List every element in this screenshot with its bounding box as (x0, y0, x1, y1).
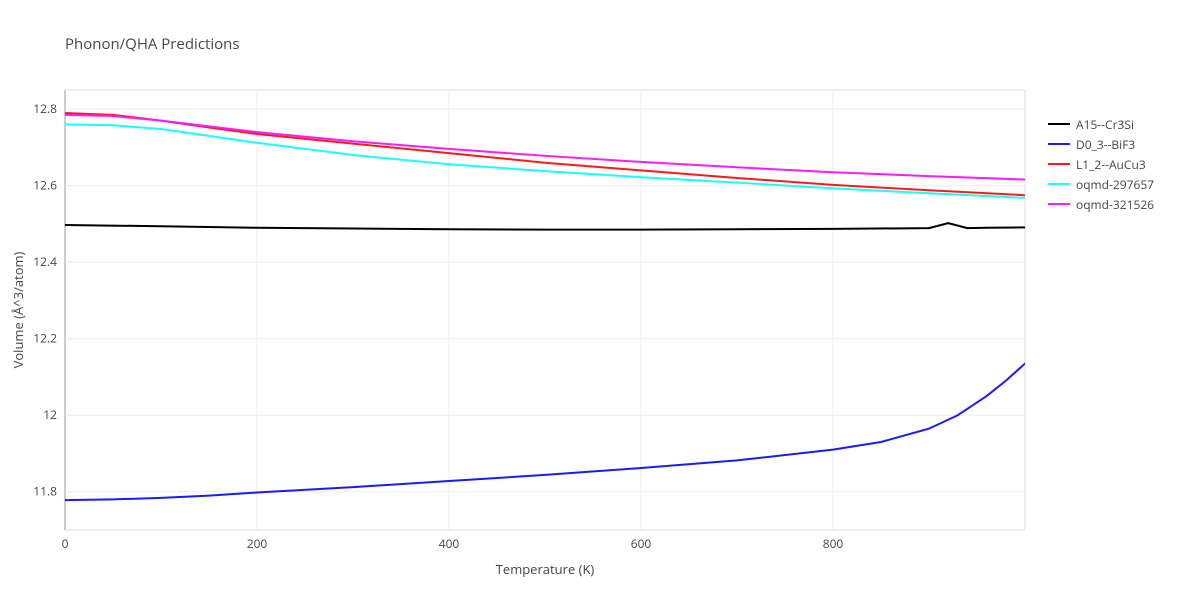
legend-label: oqmd-321526 (1076, 196, 1154, 213)
y-tick-label: 12.6 (33, 177, 57, 194)
legend-item-0[interactable]: A15--Cr3Si (1048, 114, 1154, 134)
legend-item-2[interactable]: L1_2--AuCu3 (1048, 154, 1154, 174)
y-tick-label: 12.8 (33, 100, 57, 117)
y-tick-label: 12 (43, 406, 57, 423)
legend-label: A15--Cr3Si (1076, 116, 1134, 133)
legend-label: D0_3--BiF3 (1076, 136, 1135, 153)
chart-container: Phonon/QHA Predictions 020040060080011.8… (0, 0, 1200, 600)
chart-svg: 0 200 400 600 800 11.8 12 12.2 12.4 12.6 12.8 Tempe… (0, 0, 1200, 600)
legend: A15--Cr3Si D0_3--BiF3 L1_2--AuCu3 oqmd-2976… (1048, 114, 1154, 214)
x-tick-label: 600 (631, 535, 652, 552)
legend-swatch-icon (1048, 183, 1070, 185)
y-tick-label: 11.8 (33, 483, 57, 500)
legend-swatch-icon (1048, 123, 1070, 125)
y-tick-label: 12.4 (33, 253, 57, 270)
y-axis-label: Volume (Å^3/atom) (9, 251, 27, 368)
x-tick-label: 0 (62, 535, 69, 552)
legend-label: L1_2--AuCu3 (1076, 156, 1146, 173)
x-tick-label: 400 (439, 535, 460, 552)
legend-item-3[interactable]: oqmd-297657 (1048, 174, 1154, 194)
legend-swatch-icon (1048, 143, 1070, 145)
legend-label: oqmd-297657 (1076, 176, 1154, 193)
legend-item-4[interactable]: oqmd-321526 (1048, 194, 1154, 214)
legend-item-1[interactable]: D0_3--BiF3 (1048, 134, 1154, 154)
x-tick-label: 200 (247, 535, 268, 552)
x-tick-label: 800 (823, 535, 844, 552)
legend-swatch-icon (1048, 203, 1070, 205)
y-tick-label: 12.2 (33, 330, 57, 347)
x-axis-label: Temperature (K) (496, 560, 595, 578)
legend-swatch-icon (1048, 163, 1070, 165)
